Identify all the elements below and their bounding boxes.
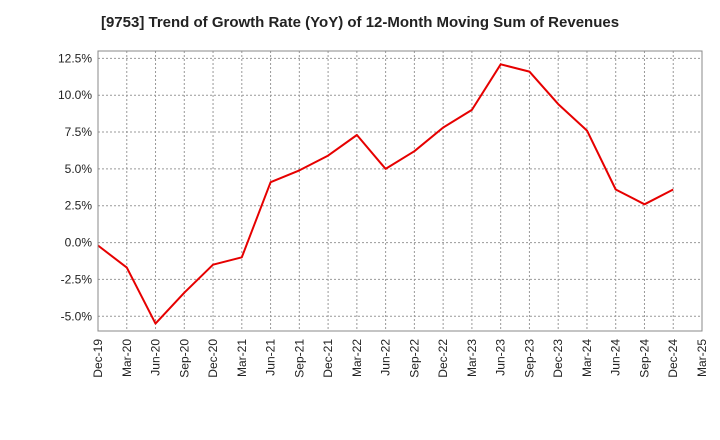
x-tick-label: Mar-25 <box>695 339 709 377</box>
series-layer <box>97 63 674 325</box>
x-tick-label: Jun-24 <box>609 339 623 376</box>
grid-layer <box>98 51 702 331</box>
x-tick-label: Mar-23 <box>465 339 479 377</box>
y-tick-label: 10.0% <box>58 88 92 102</box>
y-tick-label: 5.0% <box>65 162 93 176</box>
y-tick-label: -2.5% <box>61 272 93 286</box>
plot-frame <box>97 50 703 332</box>
tick-layer: Dec-19 Mar-20 Jun-20 Sep-20 Dec-20 Mar-21 Jun-… <box>58 51 709 377</box>
chart-title: [9753] Trend of Growth Rate (YoY) of 12-… <box>100 14 620 31</box>
x-tick-label: Dec-21 <box>321 339 335 378</box>
x-tick-label: Sep-24 <box>637 339 651 378</box>
x-tick-label: Jun-22 <box>379 339 393 376</box>
x-tick-label: Dec-22 <box>436 339 450 378</box>
x-tick-label: Dec-20 <box>206 339 220 378</box>
x-tick-label: Mar-20 <box>120 339 134 377</box>
x-tick-label: Jun-20 <box>149 339 163 376</box>
y-tick-label: 12.5% <box>58 51 92 65</box>
x-tick-label: Dec-24 <box>666 339 680 378</box>
x-tick-label: Jun-23 <box>494 339 508 376</box>
x-tick-label: Jun-21 <box>264 339 278 376</box>
x-tick-label: Dec-19 <box>91 339 105 378</box>
x-tick-label: Mar-21 <box>235 339 249 377</box>
x-tick-label: Sep-23 <box>522 339 536 378</box>
x-tick-label: Sep-21 <box>292 339 306 378</box>
y-tick-label: 0.0% <box>65 236 93 250</box>
x-tick-label: Sep-20 <box>177 339 191 378</box>
y-tick-label: -5.0% <box>61 309 93 323</box>
x-tick-label: Mar-22 <box>350 339 364 377</box>
x-tick-label: Dec-23 <box>551 339 565 378</box>
x-tick-label: Mar-24 <box>580 339 594 377</box>
series-line <box>97 63 674 325</box>
x-tick-label: Sep-22 <box>407 339 421 378</box>
y-tick-label: 7.5% <box>65 125 93 139</box>
y-tick-label: 2.5% <box>65 199 93 213</box>
